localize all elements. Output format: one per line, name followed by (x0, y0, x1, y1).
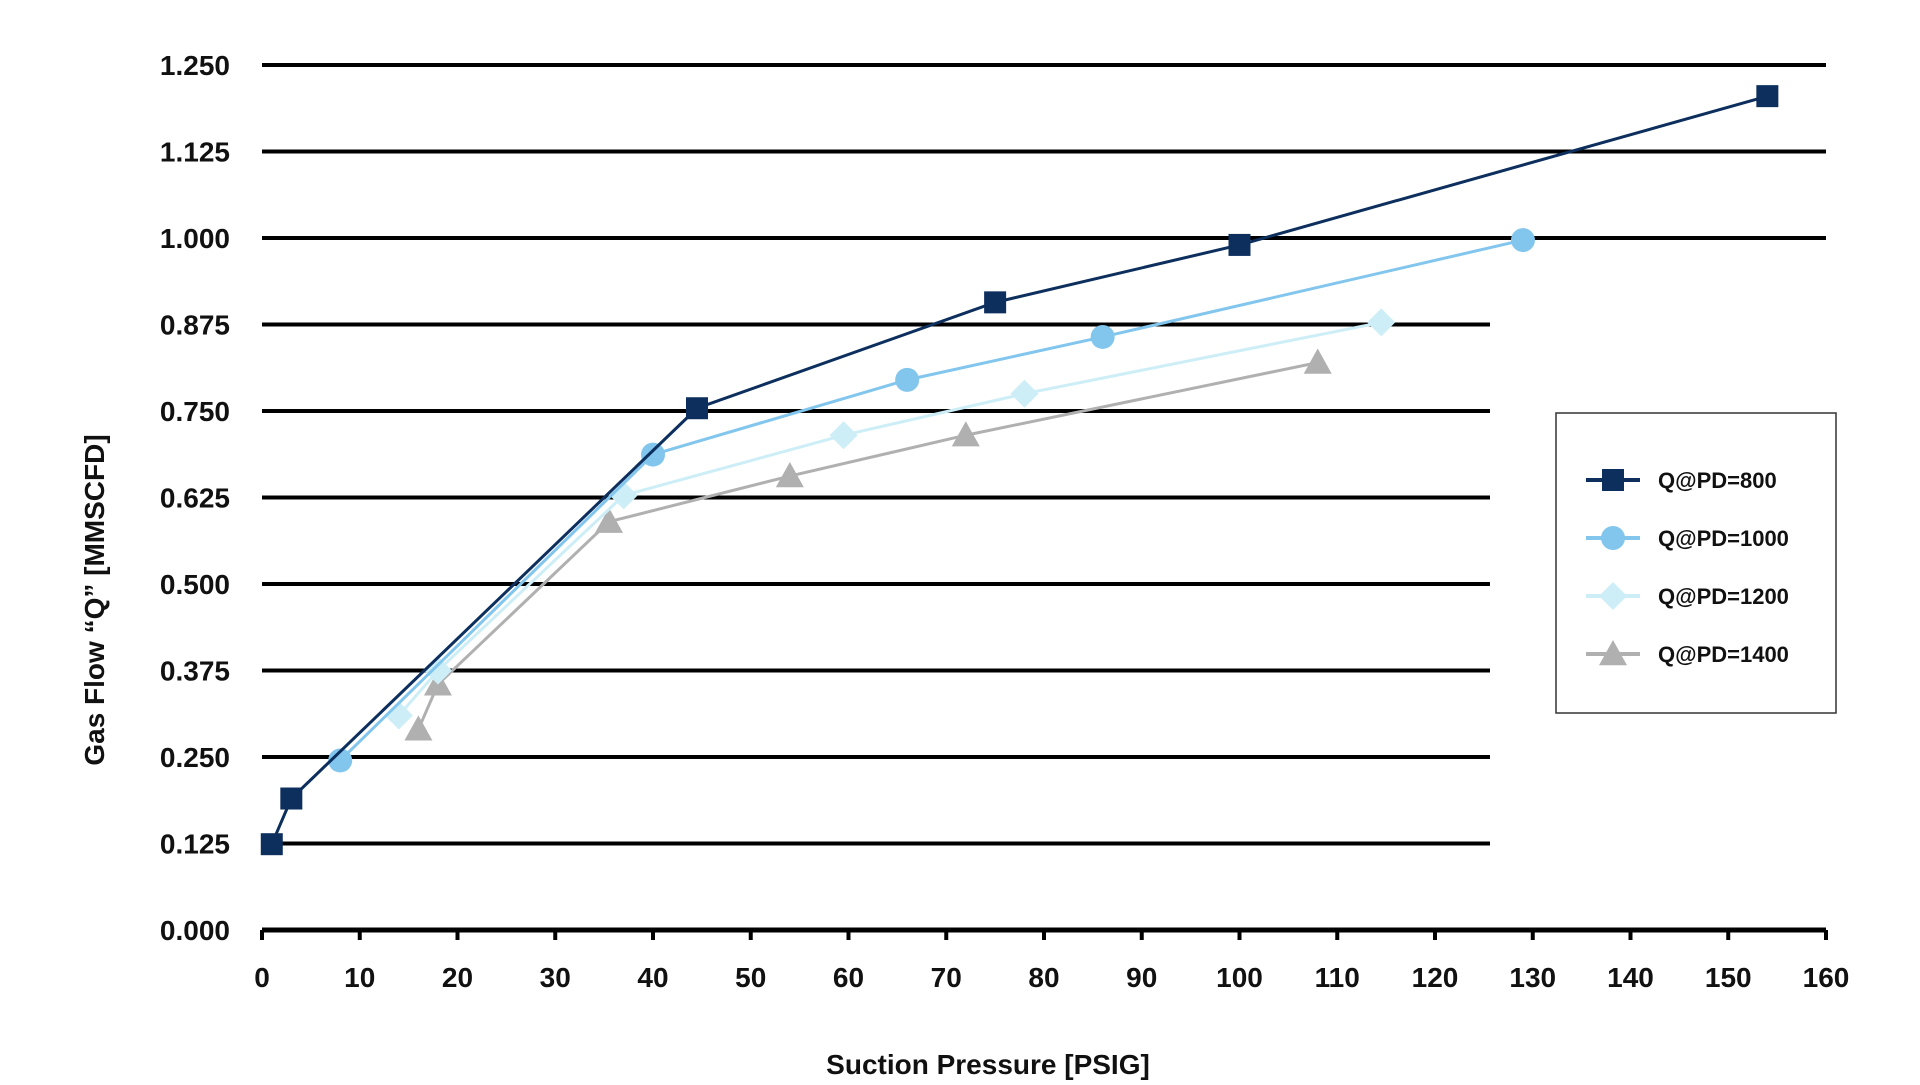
series-square (260, 85, 1779, 856)
legend-entry: Q@PD=1000 (1586, 526, 1789, 551)
data-point-square (984, 291, 1007, 314)
data-point-square (260, 833, 283, 856)
series-line (339, 238, 1524, 762)
legend-label: Q@PD=1400 (1658, 642, 1789, 667)
data-point-square (280, 787, 303, 810)
y-tick-label: 0.875 (160, 310, 230, 341)
gridlines (262, 63, 1826, 846)
legend-entry: Q@PD=1200 (1586, 582, 1789, 610)
data-point-circle (1510, 228, 1535, 253)
y-tick-label: 0.125 (160, 829, 230, 860)
x-tick-label: 20 (442, 962, 473, 993)
data-point-triangle (595, 507, 624, 533)
legend-swatch-marker (1602, 469, 1624, 491)
x-tick-label: 160 (1803, 962, 1850, 993)
x-tick-label: 140 (1607, 962, 1654, 993)
x-tick-label: 0 (254, 962, 270, 993)
legend-label: Q@PD=1000 (1658, 526, 1789, 551)
x-tick-label: 30 (540, 962, 571, 993)
y-tick-label: 0.750 (160, 396, 230, 427)
data-point-triangle (1303, 348, 1332, 374)
y-tick-label: 0.250 (160, 742, 230, 773)
series-diamond (384, 308, 1396, 730)
legend-label: Q@PD=800 (1658, 468, 1777, 493)
x-tick-label: 40 (637, 962, 668, 993)
legend-swatch-marker (1599, 640, 1627, 666)
data-point-square (1228, 233, 1251, 256)
series-line (270, 94, 1768, 845)
data-point-triangle (951, 421, 980, 447)
legend: Q@PD=800 Q@PD=1000 Q@PD=1200 Q@PD=1400 (1555, 412, 1837, 714)
x-tick-label: 100 (1216, 962, 1263, 993)
y-tick-label: 0.375 (160, 656, 230, 687)
data-point-circle (895, 367, 920, 392)
legend-label: Q@PD=1200 (1658, 584, 1789, 609)
y-axis-title: Gas Flow “Q” [MMSCFD] (79, 434, 110, 765)
data-point-square (685, 397, 708, 420)
legend-entry: Q@PD=1400 (1586, 640, 1789, 667)
x-tick-label: 10 (344, 962, 375, 993)
legend-swatch-marker (1601, 526, 1625, 550)
x-tick-label: 60 (833, 962, 864, 993)
data-point-circle (1090, 324, 1115, 349)
data-point-triangle (404, 715, 433, 741)
y-tick-label: 0.000 (160, 915, 230, 946)
legend-box (1555, 412, 1837, 714)
series-line (397, 320, 1382, 717)
data-point-diamond (1010, 379, 1039, 408)
y-tick-label: 1.250 (160, 50, 230, 81)
y-tick-label: 1.125 (160, 137, 230, 168)
data-point-circle (328, 748, 353, 773)
x-tick-label: 120 (1412, 962, 1459, 993)
legend-entry: Q@PD=800 (1586, 468, 1777, 493)
series-group (260, 85, 1779, 856)
data-point-circle (641, 442, 665, 467)
data-point-square (1756, 85, 1779, 108)
series-circle (328, 228, 1535, 773)
x-tick-label: 130 (1509, 962, 1556, 993)
x-axis-title: Suction Pressure [PSIG] (826, 1049, 1150, 1080)
axes: 0.000 0.125 0.250 0.375 0.500 0.625 0.750 0.875… (160, 50, 1849, 993)
legend-swatch-marker (1599, 582, 1627, 610)
data-point-triangle (775, 462, 804, 488)
x-tick-label: 110 (1315, 962, 1360, 993)
data-point-diamond (829, 421, 858, 450)
series-triangle (404, 348, 1332, 741)
data-point-diamond (1367, 308, 1396, 337)
x-tick-label: 70 (931, 962, 962, 993)
y-tick-label: 1.000 (160, 223, 230, 254)
y-tick-label: 0.500 (160, 569, 230, 600)
y-tick-label: 0.625 (160, 483, 230, 514)
x-tick-label: 80 (1028, 962, 1059, 993)
x-tick-label: 50 (735, 962, 766, 993)
x-tick-label: 90 (1126, 962, 1157, 993)
x-tick-label: 150 (1705, 962, 1752, 993)
